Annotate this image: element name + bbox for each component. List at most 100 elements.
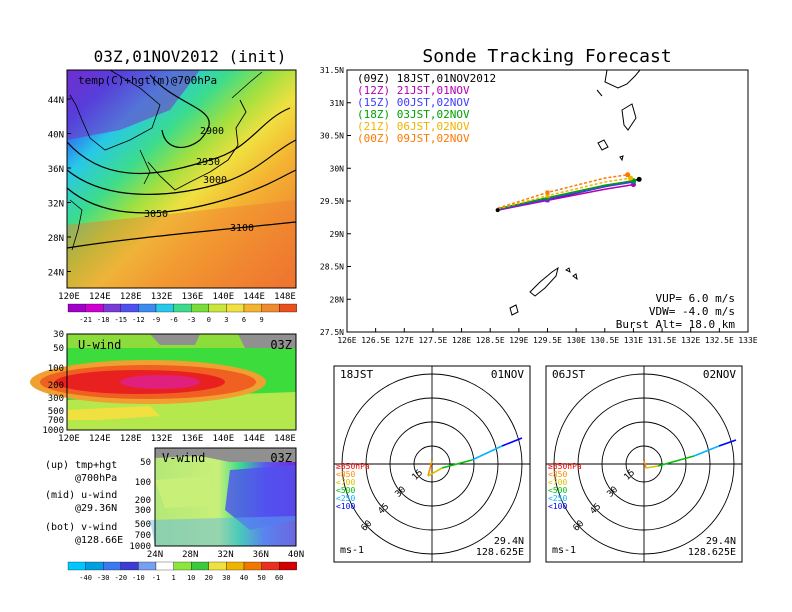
colorbar-swatch — [208, 561, 227, 571]
jet-max — [120, 375, 200, 389]
lon-tick-label: 128E — [452, 336, 471, 345]
note-line: @700hPa — [75, 473, 117, 484]
v-wind-lower — [150, 516, 296, 546]
lat-tick-label: 24N — [147, 550, 163, 560]
lon-tick-label: 136E — [182, 292, 204, 302]
contour-label: 2950 — [196, 157, 220, 168]
colorbar-swatch — [85, 303, 104, 313]
lat-tick-label: 28.5N — [320, 263, 344, 272]
colorbar-swatch — [261, 561, 280, 571]
track-line — [497, 183, 634, 211]
u-wind-missing — [238, 334, 296, 348]
v-wind-frame — [154, 447, 297, 547]
island-outline — [572, 273, 578, 281]
lat-tick-label: 27.5N — [320, 328, 344, 337]
note-line: (up) tmp+hgt — [45, 460, 117, 471]
info-vdw: VDW= -4.0 m/s — [649, 305, 735, 318]
colorbar-label: -21 — [79, 316, 92, 324]
colorbar-label: -30 — [97, 574, 110, 582]
lat-tick-label: 28N — [48, 234, 64, 244]
colorbar-label: 1 — [171, 574, 175, 582]
pressure-tick-label: 300 — [48, 394, 64, 404]
lon-tick-label: 148E — [274, 434, 296, 444]
cold-core — [67, 70, 200, 140]
colorbar-swatch — [173, 561, 192, 571]
lon-tick-label: 132E — [681, 336, 700, 345]
lat-tick-label: 40N — [48, 131, 64, 141]
colorbar-swatch — [243, 303, 262, 313]
track-line — [497, 181, 634, 211]
lat-tick-label: 28N — [182, 550, 198, 560]
lat-tick-label: 36N — [253, 550, 269, 560]
legend-entry: (21Z) 06JST,02NOV — [357, 120, 470, 133]
colorbar-label: 10 — [187, 574, 195, 582]
lat-tick-label: 31.5N — [320, 66, 344, 75]
colorbar-label: -10 — [132, 574, 145, 582]
lon-tick-label: 131.5E — [648, 336, 677, 345]
track-legend: (09Z) 18JST,01NOV2012(12Z) 21JST,01NOV(1… — [357, 72, 496, 145]
v-wind-blue — [225, 465, 296, 530]
hodo-legend-entry: <100 — [548, 502, 567, 511]
colorbar-swatch — [138, 561, 157, 571]
right-title: Sonde Tracking Forecast — [422, 46, 671, 67]
hodo-legend-entry: ≥850hPa — [336, 462, 370, 471]
track-lines — [495, 172, 642, 213]
pressure-tick-label: 1000 — [129, 542, 151, 552]
contour-label: 2900 — [200, 126, 224, 137]
colorbar-swatch — [85, 561, 104, 571]
colorbar-swatch — [243, 561, 262, 571]
v-wind-label: V-wind — [162, 451, 205, 465]
lon-tick-label: 136E — [182, 434, 204, 444]
colorbar-swatch — [103, 561, 121, 571]
lon-tick-label: 120E — [58, 434, 80, 444]
lon-tick-label: 133E — [738, 336, 757, 345]
pressure-tick-label: 50 — [140, 458, 151, 468]
colorbar-swatch — [279, 561, 297, 571]
contour-2900 — [149, 74, 210, 148]
hodo-legend-entry: <100 — [336, 502, 355, 511]
u-wind-label: U-wind — [78, 338, 121, 352]
hodo-lat: 29.4N — [494, 536, 524, 547]
hodo-lon: 128.625E — [688, 547, 736, 558]
island-outline — [619, 155, 624, 162]
colorbar-swatch — [173, 303, 192, 313]
contour-3050 — [66, 169, 297, 214]
legend-entry: (15Z) 00JST,02NOV — [357, 96, 470, 109]
pressure-tick-label: 500 — [135, 520, 151, 530]
lat-tick-label: 32N — [217, 550, 233, 560]
wind-colorbar: -40 -30 -20 -10 -1 1 10 20 30 40 50 60 — [67, 561, 297, 582]
u-wind-lon-ticks: 120E 124E 128E 132E 136E 140E 144E 148E — [58, 434, 296, 444]
note-line: (mid) u-wind — [45, 490, 117, 501]
colorbar-label: 30 — [222, 574, 230, 582]
hodo-unit: ms-1 — [552, 545, 576, 556]
colorbar-label: -18 — [97, 316, 110, 324]
continent-coast — [69, 69, 161, 151]
hodo-date: 02NOV — [703, 368, 736, 381]
pressure-tick-label: 700 — [135, 531, 151, 541]
lon-tick-label: 140E — [212, 292, 234, 302]
colorbar-swatch — [138, 303, 157, 313]
contour-2950 — [66, 107, 291, 174]
lat-tick-label: 29N — [330, 230, 345, 239]
contour-label: 3000 — [203, 175, 227, 186]
hodo-legend-entry: <250 — [336, 494, 355, 503]
lat-tick-label: 44N — [48, 96, 64, 106]
colorbar-swatch — [226, 303, 245, 313]
legend-entry: (09Z) 18JST,01NOV2012 — [357, 72, 496, 85]
colorbar-label: 60 — [275, 574, 283, 582]
lat-tick-label: 31N — [330, 99, 345, 108]
burst-point — [628, 175, 634, 181]
pressure-tick-label: 200 — [135, 496, 151, 506]
burst-point — [625, 172, 631, 178]
map-frame — [66, 69, 297, 289]
pressure-tick-label: 1000 — [42, 426, 64, 436]
hodo-trace-segment — [693, 445, 720, 457]
lat-tick-label: 32N — [48, 200, 64, 210]
contour-label: 3050 — [144, 209, 168, 220]
track-marker — [545, 190, 550, 195]
colorbar-label: -1 — [152, 574, 160, 582]
track-axis-ticks: 31.5N31N30.5N30N29.5N29N28.5N28N27.5N126… — [320, 66, 758, 345]
hokkaido-coast — [231, 71, 263, 99]
